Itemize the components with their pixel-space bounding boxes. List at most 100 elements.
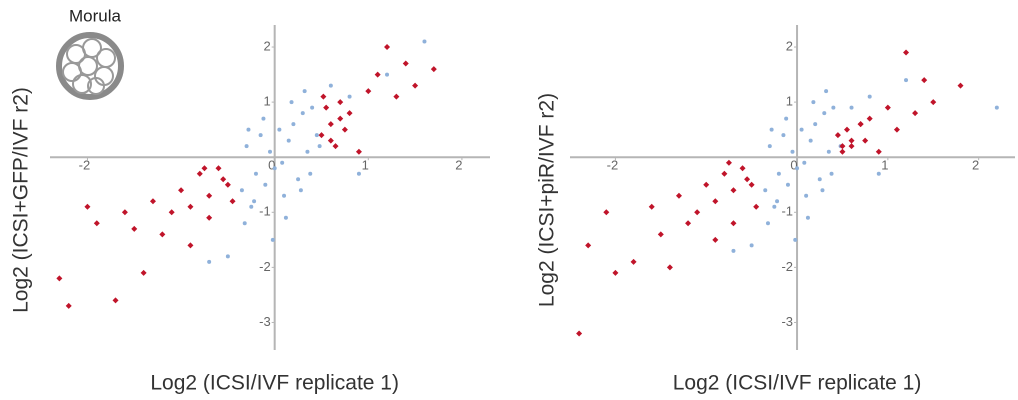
point xyxy=(258,133,263,138)
point xyxy=(320,93,327,100)
point xyxy=(187,242,194,249)
point xyxy=(121,209,128,216)
point xyxy=(811,100,816,105)
point xyxy=(862,137,869,144)
point xyxy=(317,144,322,149)
point xyxy=(244,144,249,149)
point xyxy=(93,220,100,227)
point xyxy=(808,138,813,143)
point xyxy=(772,204,777,209)
point xyxy=(857,121,864,128)
point xyxy=(903,49,910,56)
point xyxy=(849,105,854,110)
y-tick-label: -3 xyxy=(781,314,793,329)
point xyxy=(347,94,352,99)
point xyxy=(346,110,353,117)
point xyxy=(178,187,185,194)
point xyxy=(675,192,682,199)
point xyxy=(739,165,746,172)
point xyxy=(994,105,999,110)
point xyxy=(422,39,427,44)
y-axis-label: Log2 (ICSI+GFP/IVF r2) xyxy=(10,87,33,313)
point xyxy=(776,171,781,176)
point xyxy=(300,111,305,116)
point xyxy=(249,204,254,209)
point xyxy=(263,182,268,187)
point xyxy=(848,137,855,144)
point xyxy=(224,181,231,188)
point xyxy=(327,121,334,128)
point xyxy=(412,82,419,89)
point xyxy=(657,231,664,238)
point xyxy=(385,72,390,77)
point xyxy=(824,89,829,94)
point xyxy=(56,275,63,282)
point xyxy=(930,99,937,106)
point xyxy=(612,269,619,276)
point xyxy=(140,269,147,276)
x-tick-label: 1 xyxy=(881,158,888,173)
y-tick-label: 1 xyxy=(786,94,793,109)
y-tick-label: -2 xyxy=(781,259,793,274)
x-tick-label: 2 xyxy=(455,158,462,173)
point xyxy=(215,165,222,172)
point xyxy=(291,122,296,127)
point xyxy=(843,126,850,133)
point xyxy=(730,187,737,194)
point xyxy=(270,237,275,242)
point xyxy=(246,127,251,132)
point xyxy=(730,220,737,227)
point xyxy=(748,181,755,188)
y-tick-label: 2 xyxy=(786,38,793,53)
point xyxy=(712,198,719,205)
point xyxy=(430,66,437,73)
point xyxy=(829,171,834,176)
point xyxy=(694,209,701,216)
point xyxy=(286,138,291,143)
point xyxy=(206,192,213,199)
point xyxy=(817,177,822,182)
x-axis-label: Log2 (ICSI/IVF replicate 1) xyxy=(150,372,399,395)
point xyxy=(767,144,772,149)
y-tick-label: 2 xyxy=(263,38,270,53)
point xyxy=(912,110,919,117)
morula-icon xyxy=(56,32,124,100)
point xyxy=(374,71,381,78)
point xyxy=(272,166,277,171)
point xyxy=(328,83,333,88)
point xyxy=(242,221,247,226)
point xyxy=(744,176,751,183)
point xyxy=(721,170,728,177)
point xyxy=(904,78,909,83)
point xyxy=(308,171,313,176)
point xyxy=(289,100,294,105)
y-tick-label: -1 xyxy=(259,204,271,219)
point xyxy=(201,165,208,172)
point xyxy=(196,170,203,177)
point xyxy=(826,149,831,154)
point xyxy=(310,105,315,110)
point xyxy=(282,193,287,198)
point xyxy=(731,248,736,253)
point xyxy=(703,181,710,188)
point xyxy=(875,148,882,155)
point xyxy=(630,258,637,265)
point xyxy=(341,126,348,133)
point xyxy=(384,44,391,51)
point xyxy=(957,82,964,89)
point xyxy=(839,148,846,155)
point xyxy=(839,143,846,150)
point xyxy=(131,225,138,232)
point xyxy=(323,104,330,111)
point xyxy=(790,149,795,154)
point xyxy=(305,149,310,154)
point xyxy=(785,182,790,187)
point xyxy=(332,143,339,150)
point xyxy=(220,176,227,183)
point xyxy=(884,104,891,111)
point xyxy=(775,199,780,204)
point xyxy=(225,254,230,259)
x-tick-label: 0 xyxy=(790,158,797,173)
point xyxy=(280,160,285,165)
